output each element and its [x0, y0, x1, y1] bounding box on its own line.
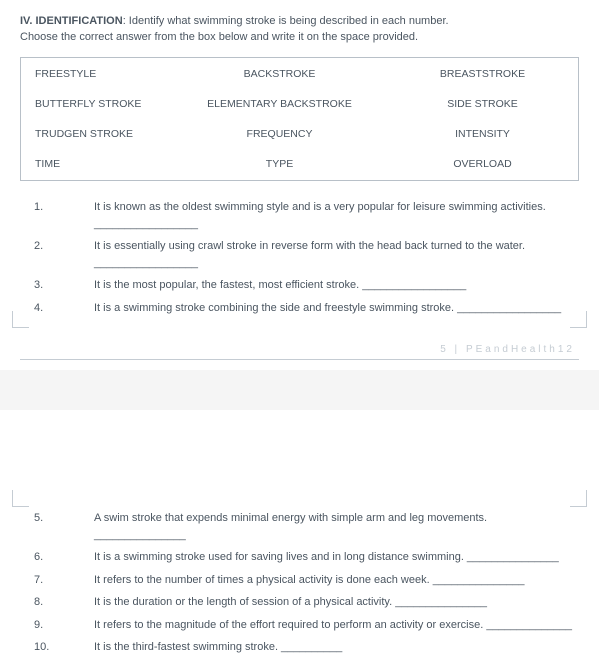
- choice-box: FREESTYLE BACKSTROKE BREASTSTROKE BUTTER…: [20, 57, 579, 181]
- question-text: It is known as the oldest swimming style…: [94, 199, 579, 232]
- question-number: 8.: [34, 594, 94, 611]
- footer-separator: |: [455, 344, 461, 355]
- question-text: It is the duration or the length of sess…: [94, 594, 579, 611]
- section-desc: : Identify what swimming stroke is being…: [123, 15, 449, 27]
- question-row: 8. It is the duration or the length of s…: [34, 594, 579, 611]
- section-title: IV. IDENTIFICATION: Identify what swimmi…: [20, 15, 579, 27]
- question-number: 7.: [34, 572, 94, 589]
- course-code: PEandHealth12: [466, 344, 575, 355]
- question-text: It is the third-fastest swimming stroke.…: [94, 639, 579, 656]
- corner-decoration: [570, 311, 587, 328]
- choice-item: BREASTSTROKE: [361, 68, 564, 80]
- choice-row: TIME TYPE OVERLOAD: [35, 158, 564, 170]
- choice-item: TRUDGEN STROKE: [35, 128, 198, 140]
- corner-decoration: [12, 311, 29, 328]
- question-row: 2. It is essentially using crawl stroke …: [34, 238, 579, 271]
- section-number: IV. IDENTIFICATION: [20, 15, 123, 27]
- questions-page1: 1. It is known as the oldest swimming st…: [20, 199, 579, 316]
- choice-item: OVERLOAD: [361, 158, 564, 170]
- choice-row: BUTTERFLY STROKE ELEMENTARY BACKSTROKE S…: [35, 98, 564, 110]
- question-number: 5.: [34, 510, 94, 543]
- choice-item: INTENSITY: [361, 128, 564, 140]
- choice-item: TYPE: [198, 158, 361, 170]
- question-text: It is a swimming stroke combining the si…: [94, 300, 579, 317]
- question-number: 2.: [34, 238, 94, 271]
- question-row: 5. A swim stroke that expends minimal en…: [34, 510, 579, 543]
- page-number: 5: [440, 344, 449, 355]
- question-number: 4.: [34, 300, 94, 317]
- corner-decoration: [12, 490, 29, 507]
- page-footer: 5 | PEandHealth12: [20, 336, 579, 360]
- question-row: 10. It is the third-fastest swimming str…: [34, 639, 579, 656]
- question-text: It is essentially using crawl stroke in …: [94, 238, 579, 271]
- question-row: 1. It is known as the oldest swimming st…: [34, 199, 579, 232]
- corner-decoration: [570, 490, 587, 507]
- question-row: 6. It is a swimming stroke used for savi…: [34, 549, 579, 566]
- choice-item: TIME: [35, 158, 198, 170]
- question-number: 9.: [34, 617, 94, 634]
- question-number: 1.: [34, 199, 94, 232]
- choice-item: BACKSTROKE: [198, 68, 361, 80]
- question-row: 9. It refers to the magnitude of the eff…: [34, 617, 579, 634]
- choice-item: ELEMENTARY BACKSTROKE: [198, 98, 361, 110]
- question-row: 7. It refers to the number of times a ph…: [34, 572, 579, 589]
- choice-row: TRUDGEN STROKE FREQUENCY INTENSITY: [35, 128, 564, 140]
- question-text: It is the most popular, the fastest, mos…: [94, 277, 579, 294]
- choice-row: FREESTYLE BACKSTROKE BREASTSTROKE: [35, 68, 564, 80]
- question-number: 10.: [34, 639, 94, 656]
- question-text: It is a swimming stroke used for saving …: [94, 549, 579, 566]
- question-text: It refers to the number of times a physi…: [94, 572, 579, 589]
- choice-item: BUTTERFLY STROKE: [35, 98, 198, 110]
- question-number: 3.: [34, 277, 94, 294]
- question-text: It refers to the magnitude of the effort…: [94, 617, 579, 634]
- choice-item: SIDE STROKE: [361, 98, 564, 110]
- question-row: 3. It is the most popular, the fastest, …: [34, 277, 579, 294]
- question-number: 6.: [34, 549, 94, 566]
- question-text: A swim stroke that expends minimal energ…: [94, 510, 579, 543]
- question-row: 4. It is a swimming stroke combining the…: [34, 300, 579, 317]
- choice-item: FREESTYLE: [35, 68, 198, 80]
- questions-page2: 5. A swim stroke that expends minimal en…: [20, 510, 579, 656]
- choice-item: FREQUENCY: [198, 128, 361, 140]
- page-1: IV. IDENTIFICATION: Identify what swimmi…: [0, 0, 599, 370]
- page-2: 5. A swim stroke that expends minimal en…: [0, 410, 599, 672]
- instruction: Choose the correct answer from the box b…: [20, 31, 579, 43]
